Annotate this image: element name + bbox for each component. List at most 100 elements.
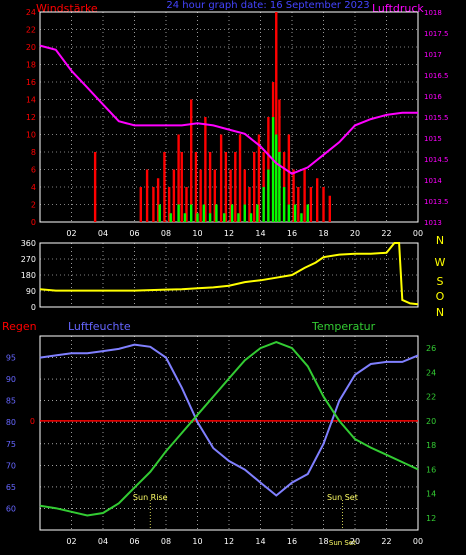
gust-bar-9 <box>223 213 226 222</box>
wind-tick-label-10: 10 <box>192 229 202 238</box>
wind-bar-3 <box>152 187 155 222</box>
climate-tick-label-22: 22 <box>381 537 391 546</box>
gust-bar-18 <box>275 134 278 222</box>
pressure-line <box>39 44 418 175</box>
humidity-temperature-panel: 60 65 70 75 80 85 90 95 12 14 16 18 20 22 24 26 0 Sun Ris… <box>6 335 436 547</box>
climate-tick-label-02: 02 <box>66 537 76 546</box>
climate-tick-label-04: 04 <box>98 537 108 546</box>
direction-y-tick-label-360: 360 <box>21 239 36 248</box>
wind-bar-23 <box>248 187 251 222</box>
wind-tick-label-00: 00 <box>413 229 423 238</box>
gust-bar-6 <box>202 204 205 222</box>
wind-pressure-panel: 02468101214161820222410131013.510141014.… <box>26 8 449 238</box>
sunset-label: Sun Set <box>327 493 358 502</box>
temperature-y-tick-label-26: 26 <box>426 344 436 353</box>
gust-bar-15 <box>262 187 265 222</box>
wind-tick-label-16: 16 <box>287 229 297 238</box>
direction-y-tick-label-180: 180 <box>21 271 36 280</box>
wind-bar-35 <box>303 169 306 222</box>
pressure-y-tick-label-1014: 1014 <box>424 177 442 185</box>
wind-y-tick-label-4: 4 <box>31 183 36 192</box>
wind-bar-2 <box>145 169 149 222</box>
sunset-axis-label: Sun Set <box>329 539 356 547</box>
chart-date-title: 24 hour graph date: 16 September 2023 <box>166 0 369 11</box>
compass-label-1: W <box>435 256 446 269</box>
wind-tick-label-06: 06 <box>129 229 139 238</box>
climate-tick-label-06: 06 <box>129 537 139 546</box>
wind-y-tick-label-2: 2 <box>31 201 36 210</box>
temperature-axis-title: Temperatur <box>311 320 376 333</box>
climate-tick-label-20: 20 <box>350 537 360 546</box>
compass-label-2: S <box>437 275 444 288</box>
gust-bar-19 <box>278 152 281 222</box>
temperature-y-tick-label-22: 22 <box>426 393 436 402</box>
gust-bar-12 <box>243 204 246 222</box>
wind-bar-25 <box>257 134 261 222</box>
gust-bar-11 <box>237 213 240 222</box>
wind-tick-label-22: 22 <box>381 229 391 238</box>
pressure-y-tick-label-1017: 1017 <box>424 51 442 59</box>
compass-label-0: N <box>436 234 444 247</box>
wind-bar-16 <box>213 169 217 222</box>
wind-y-tick-label-22: 22 <box>26 26 36 35</box>
gust-bar-21 <box>287 204 291 222</box>
wind-speed-axis-title: Windstärke <box>36 2 98 15</box>
humidity-y-tick-label-65: 65 <box>6 483 16 492</box>
temperature-y-tick-label-20: 20 <box>426 417 436 426</box>
wind-tick-label-02: 02 <box>66 229 76 238</box>
wind-bar-39 <box>328 195 331 222</box>
direction-y-tick-label-270: 270 <box>21 255 36 264</box>
wind-y-tick-label-8: 8 <box>31 148 36 157</box>
wind-bar-6 <box>167 187 171 222</box>
climate-tick-label-14: 14 <box>255 537 265 546</box>
wind-bar-9 <box>180 152 183 222</box>
wind-bar-12 <box>194 152 198 222</box>
humidity-line <box>39 343 419 497</box>
wind-y-tick-label-14: 14 <box>26 96 36 105</box>
wind-y-tick-label-16: 16 <box>26 78 36 87</box>
wind-y-tick-label-20: 20 <box>26 43 36 52</box>
gust-bar-23 <box>300 213 303 222</box>
gust-bar-24 <box>306 204 309 222</box>
humidity-y-tick-label-90: 90 <box>6 375 16 384</box>
humidity-y-tick-label-75: 75 <box>6 440 16 449</box>
wind-bar-8 <box>177 134 180 222</box>
wind-tick-label-08: 08 <box>161 229 171 238</box>
wind-bar-1 <box>139 187 142 222</box>
wind-bar-34 <box>297 187 300 222</box>
wind-bar-11 <box>190 99 193 222</box>
climate-tick-label-16: 16 <box>287 537 297 546</box>
gust-bar-1 <box>169 213 172 222</box>
gust-bar-7 <box>208 213 212 222</box>
temperature-y-tick-label-16: 16 <box>426 465 436 474</box>
pressure-y-tick-label-1013: 1013 <box>424 219 442 227</box>
pressure-y-tick-label-1015: 1015 <box>424 135 442 143</box>
wind-tick-label-18: 18 <box>318 229 328 238</box>
rain-y-tick-label-0: 0 <box>30 417 35 426</box>
temperature-line <box>39 341 419 517</box>
climate-tick-label-10: 10 <box>192 537 202 546</box>
wind-bar-15 <box>208 152 212 222</box>
wind-bar-7 <box>172 169 176 222</box>
pressure-y-tick-label-1013.5: 1013.5 <box>424 198 449 206</box>
sunrise-label: Sun Rise <box>133 493 168 502</box>
wind-tick-label-20: 20 <box>350 229 360 238</box>
wind-bar-38 <box>322 187 325 222</box>
humidity-y-tick-label-60: 60 <box>6 504 16 513</box>
wind-bar-17 <box>219 134 223 222</box>
pressure-y-tick-label-1017.5: 1017.5 <box>424 30 449 38</box>
gust-bar-14 <box>256 204 259 222</box>
pressure-y-tick-label-1015.5: 1015.5 <box>424 114 449 122</box>
humidity-y-tick-label-80: 80 <box>6 418 16 427</box>
wind-bar-14 <box>204 117 207 222</box>
wind-tick-label-12: 12 <box>224 229 234 238</box>
wind-bar-10 <box>185 187 188 222</box>
wind-y-tick-label-0: 0 <box>31 218 36 227</box>
wind-bar-18 <box>224 152 228 222</box>
wind-y-tick-label-6: 6 <box>31 166 36 175</box>
humidity-y-tick-label-95: 95 <box>6 354 16 363</box>
temperature-y-tick-label-18: 18 <box>426 441 436 450</box>
